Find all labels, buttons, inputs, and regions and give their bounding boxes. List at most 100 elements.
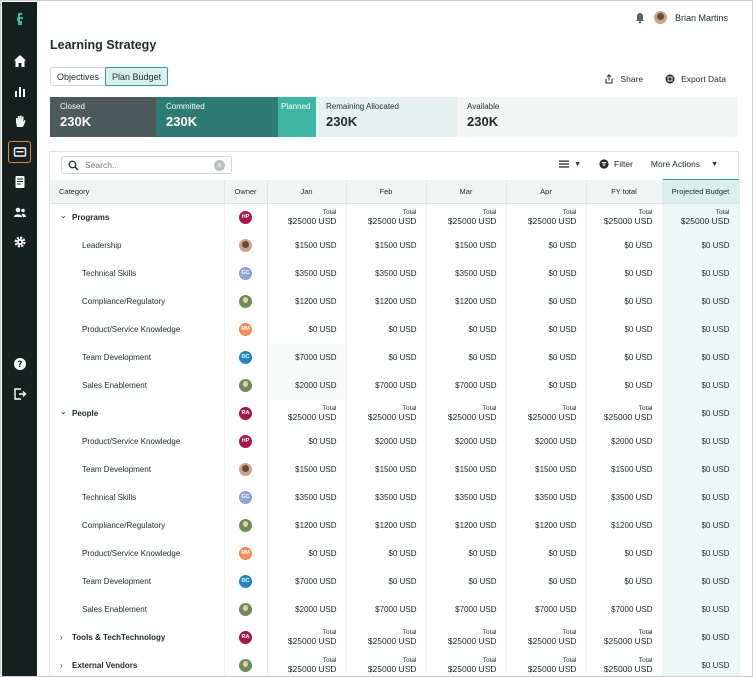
projected-budget-cell[interactable]: $0 USD <box>662 315 740 344</box>
amount-cell[interactable]: $0 USD <box>346 343 427 372</box>
amount-cell[interactable]: $1500 USD <box>506 455 587 484</box>
amount-cell[interactable]: $2000 USD <box>426 427 507 456</box>
amount-cell[interactable]: $1200 USD <box>266 287 347 316</box>
amount-cell[interactable]: Total $25000 USD <box>585 399 663 428</box>
amount-cell[interactable]: $3500 USD <box>266 259 347 288</box>
amount-cell[interactable]: $0 USD <box>426 343 507 372</box>
amount-cell[interactable]: $3500 USD <box>346 259 427 288</box>
table-row[interactable]: Technical Skills GC $3500 USD $3500 USD $350… <box>50 483 740 512</box>
amount-cell[interactable]: $1500 USD <box>585 455 663 484</box>
help-icon[interactable]: ? <box>8 353 31 375</box>
user-avatar[interactable] <box>653 11 667 24</box>
search-input[interactable] <box>85 160 214 170</box>
owner-avatar[interactable]: RA <box>239 407 252 420</box>
category-cell[interactable]: Team Development <box>50 455 225 484</box>
table-row[interactable]: Team Development DC $7000 USD $0 USD $0 USD $… <box>50 343 740 372</box>
amount-cell[interactable]: Total $25000 USD <box>346 651 427 676</box>
amount-cell[interactable]: $0 USD <box>585 315 663 344</box>
amount-cell[interactable]: $0 USD <box>506 315 587 344</box>
amount-cell[interactable]: $0 USD <box>506 567 587 596</box>
table-row[interactable]: Technical Skills GC $3500 USD $3500 USD $350… <box>50 259 740 288</box>
category-cell[interactable]: Team Development <box>50 567 225 596</box>
logout-icon[interactable] <box>8 383 31 405</box>
amount-cell[interactable]: $7000 USD <box>266 343 347 372</box>
projected-budget-cell[interactable]: $0 USD <box>662 511 740 540</box>
amount-cell[interactable]: Total $25000 USD <box>506 399 587 428</box>
category-cell[interactable]: Technical Skills <box>50 259 225 288</box>
owner-avatar[interactable]: RA <box>239 631 252 644</box>
amount-cell[interactable]: $0 USD <box>506 343 587 372</box>
owner-avatar[interactable] <box>239 295 252 308</box>
amount-cell[interactable]: $0 USD <box>585 259 663 288</box>
category-cell[interactable]: ⌄ Programs <box>50 203 225 232</box>
projected-budget-cell[interactable]: Total $25000 USD <box>662 203 740 232</box>
amount-cell[interactable]: $1500 USD <box>266 231 347 260</box>
amount-cell[interactable]: $3500 USD <box>426 259 507 288</box>
projected-budget-cell[interactable]: $0 USD <box>662 595 740 624</box>
category-cell[interactable]: Compliance/Regulatory <box>50 511 225 540</box>
table-group-row[interactable]: ⌄ People RA Total $25000 USD Total $25000 USD T… <box>50 399 740 428</box>
amount-cell[interactable]: $1500 USD <box>426 231 507 260</box>
projected-budget-cell[interactable]: $0 USD <box>662 259 740 288</box>
table-row[interactable]: Team Development $1500 USD $1500 USD $1500 … <box>50 455 740 484</box>
amount-cell[interactable]: $1200 USD <box>266 511 347 540</box>
category-cell[interactable]: Team Development <box>50 343 225 372</box>
owner-avatar[interactable] <box>239 379 252 392</box>
amount-cell[interactable]: $7000 USD <box>426 371 507 400</box>
amount-cell[interactable]: $0 USD <box>266 427 347 456</box>
amount-cell[interactable]: $3500 USD <box>506 483 587 512</box>
table-row[interactable]: Leadership $1500 USD $1500 USD $1500 USD $0 … <box>50 231 740 260</box>
table-row[interactable]: Product/Service Knowledge RM $0 USD $0 USD $… <box>50 539 740 568</box>
owner-avatar[interactable] <box>239 659 252 672</box>
chevron-down-icon[interactable]: ⌄ <box>60 211 67 221</box>
tab-objectives[interactable]: Objectives <box>57 71 100 82</box>
projected-budget-cell[interactable]: $0 USD <box>662 539 740 568</box>
owner-avatar[interactable]: HP <box>239 435 252 448</box>
amount-cell[interactable]: $2000 USD <box>585 427 663 456</box>
amount-cell[interactable]: $0 USD <box>585 231 663 260</box>
chevron-right-icon[interactable]: › <box>60 633 63 642</box>
clear-search-icon[interactable]: × <box>214 159 225 171</box>
projected-budget-cell[interactable]: $0 USD <box>662 651 740 676</box>
amount-cell[interactable]: Total $25000 USD <box>506 651 587 676</box>
category-cell[interactable]: Sales Enablement <box>50 371 225 400</box>
category-cell[interactable]: Product/Service Knowledge <box>50 315 225 344</box>
table-row[interactable]: Compliance/Regulatory $1200 USD $1200 USD $… <box>50 287 740 316</box>
amount-cell[interactable]: $2000 USD <box>506 427 587 456</box>
amount-cell[interactable]: $2000 USD <box>266 595 347 624</box>
table-row[interactable]: Team Development DC $7000 USD $0 USD $0 USD $… <box>50 567 740 596</box>
category-cell[interactable]: Product/Service Knowledge <box>50 539 225 568</box>
amount-cell[interactable]: $1200 USD <box>426 511 507 540</box>
share-button[interactable]: Share <box>604 74 643 84</box>
category-cell[interactable]: Leadership <box>50 231 225 260</box>
amount-cell[interactable]: $7000 USD <box>506 595 587 624</box>
amount-cell[interactable]: $2000 USD <box>346 427 427 456</box>
amount-cell[interactable]: $3500 USD <box>266 483 347 512</box>
amount-cell[interactable]: Total $25000 USD <box>266 203 347 232</box>
column-header-jan[interactable]: Jan <box>266 179 347 204</box>
projected-budget-cell[interactable]: $0 USD <box>662 231 740 260</box>
amount-cell[interactable]: $1200 USD <box>426 287 507 316</box>
owner-avatar[interactable]: HP <box>239 211 252 225</box>
table-row[interactable]: Sales Enablement $2000 USD $7000 USD $7000 … <box>50 371 740 400</box>
more-actions-button[interactable]: More Actions ▼ <box>651 159 718 169</box>
amount-cell[interactable]: Total $25000 USD <box>585 623 663 652</box>
chevron-right-icon[interactable]: › <box>60 661 63 670</box>
amount-cell[interactable]: $3500 USD <box>426 483 507 512</box>
amount-cell[interactable]: $0 USD <box>585 343 663 372</box>
column-header-owner[interactable]: Owner <box>224 179 268 204</box>
owner-avatar[interactable] <box>239 603 252 616</box>
projected-budget-cell[interactable]: $0 USD <box>662 623 740 652</box>
amount-cell[interactable]: $0 USD <box>506 287 587 316</box>
amount-cell[interactable]: Total $25000 USD <box>266 651 347 676</box>
amount-cell[interactable]: $7000 USD <box>346 595 427 624</box>
owner-avatar[interactable]: DC <box>239 575 252 588</box>
user-menu[interactable]: Brian Martins <box>634 11 728 24</box>
report-icon[interactable] <box>8 171 31 193</box>
amount-cell[interactable]: $1200 USD <box>585 511 663 540</box>
user-name[interactable]: Brian Martins <box>674 12 728 23</box>
amount-cell[interactable]: $1500 USD <box>346 455 427 484</box>
table-row[interactable]: Product/Service Knowledge HP $0 USD $2000 U… <box>50 427 740 456</box>
amount-cell[interactable]: $0 USD <box>506 231 587 260</box>
amount-cell[interactable]: $2000 USD <box>266 371 347 400</box>
